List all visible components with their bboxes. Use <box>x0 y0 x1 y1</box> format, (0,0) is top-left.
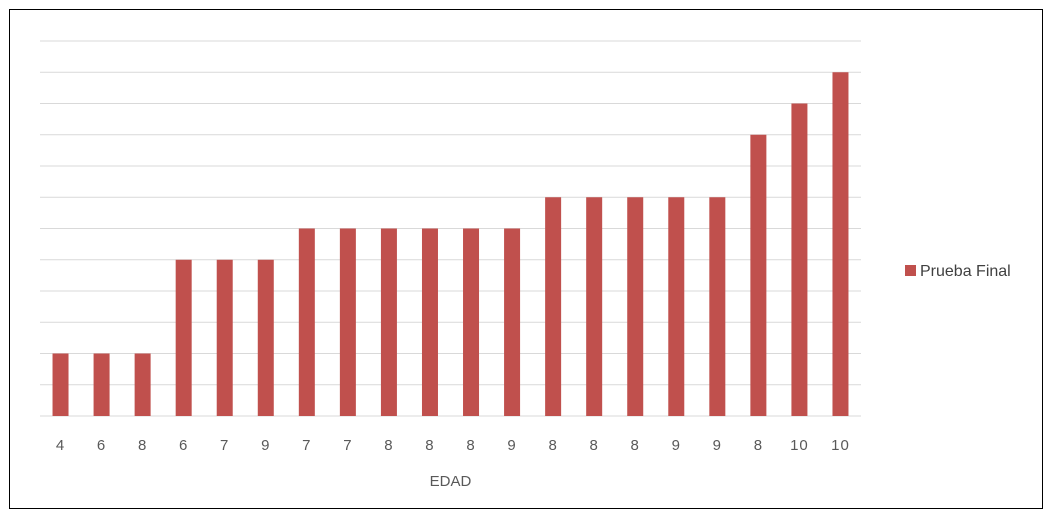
bar <box>257 259 274 416</box>
x-tick-label: 7 <box>302 437 311 454</box>
x-tick-label: 6 <box>97 437 106 454</box>
bar <box>586 197 603 416</box>
x-tick-labels: 4 6 8 6 7 9 7 7 8 8 8 9 8 8 8 9 9 8 10 10 <box>56 437 850 454</box>
legend-swatch <box>905 265 916 276</box>
bar <box>93 353 110 416</box>
x-tick-label: 9 <box>713 437 722 454</box>
x-tick-label: 8 <box>590 437 599 454</box>
x-tick-label: 10 <box>790 437 809 454</box>
bar <box>175 259 192 416</box>
bar <box>339 228 356 416</box>
bar <box>791 103 808 416</box>
bars <box>52 72 849 416</box>
bar <box>421 228 438 416</box>
x-tick-label: 10 <box>831 437 850 454</box>
bar <box>627 197 644 416</box>
bar <box>668 197 685 416</box>
bar <box>216 259 233 416</box>
bar <box>134 353 151 416</box>
x-tick-label: 8 <box>631 437 640 454</box>
bar <box>709 197 726 416</box>
x-tick-label: 6 <box>179 437 188 454</box>
x-tick-label: 9 <box>261 437 270 454</box>
bar <box>52 353 69 416</box>
legend: Prueba Final <box>905 263 1011 280</box>
bar <box>463 228 480 416</box>
bar-chart: 4 6 8 6 7 9 7 7 8 8 8 9 8 8 8 9 9 8 10 10 EDAD Prueba Final <box>40 40 1011 490</box>
bar <box>380 228 397 416</box>
bar <box>832 72 849 416</box>
x-tick-label: 8 <box>754 437 763 454</box>
bar <box>504 228 521 416</box>
gridlines <box>40 40 861 417</box>
bar <box>545 197 562 416</box>
legend-label: Prueba Final <box>920 263 1011 280</box>
x-tick-label: 8 <box>466 437 475 454</box>
x-tick-label: 7 <box>220 437 229 454</box>
x-tick-label: 8 <box>384 437 393 454</box>
x-tick-label: 7 <box>343 437 352 454</box>
chart-frame: 4 6 8 6 7 9 7 7 8 8 8 9 8 8 8 9 9 8 10 10 EDAD Prueba Final <box>9 9 1043 509</box>
bar <box>750 134 767 416</box>
x-tick-label: 8 <box>425 437 434 454</box>
x-tick-label: 9 <box>672 437 681 454</box>
x-tick-label: 8 <box>138 437 147 454</box>
x-tick-label: 4 <box>56 437 65 454</box>
x-axis-title: EDAD <box>430 473 472 490</box>
x-tick-label: 8 <box>548 437 557 454</box>
bar <box>298 228 315 416</box>
x-tick-label: 9 <box>507 437 516 454</box>
